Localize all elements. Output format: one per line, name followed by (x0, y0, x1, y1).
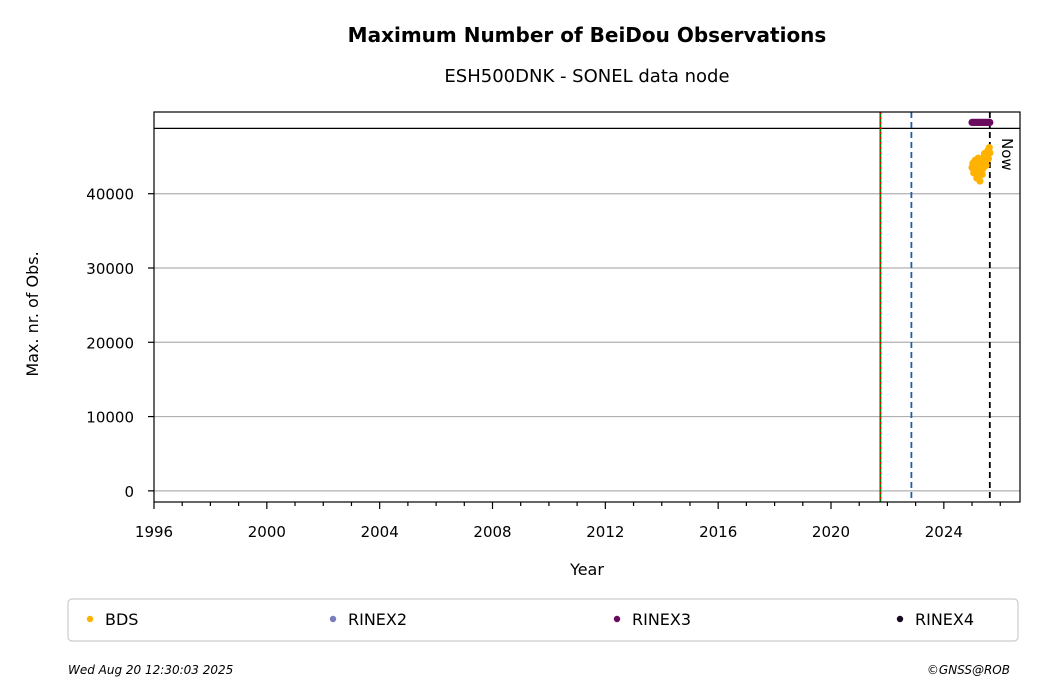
x-axis: 1996 2000 2004 2008 2012 2016 2020 2024 (135, 502, 1001, 541)
data-point (986, 118, 994, 126)
legend-label: RINEX4 (915, 610, 974, 629)
data-point (976, 177, 984, 185)
y-tick-label: 20000 (86, 334, 134, 352)
legend: BDS RINEX2 RINEX3 RINEX4 (67, 598, 1019, 642)
legend-marker (86, 615, 94, 623)
data-point (982, 161, 990, 170)
y-axis: 0 10000 20000 30000 40000 (86, 186, 154, 501)
footer-credit: ©GNSS@ROB (927, 663, 1010, 677)
legend-label: RINEX3 (632, 610, 691, 629)
grid-lines (154, 127, 1020, 492)
data-points (968, 118, 994, 185)
x-tick-label: 2004 (361, 523, 399, 541)
footer-timestamp: Wed Aug 20 12:30:03 2025 (68, 663, 233, 677)
y-axis-label: Max. nr. of Obs. (23, 251, 42, 376)
legend-label: RINEX2 (348, 610, 407, 629)
plot-area (153, 111, 1021, 503)
data-point (986, 149, 994, 157)
vertical-markers: Now (879, 112, 1016, 502)
chart-title: Maximum Number of BeiDou Observations (348, 23, 827, 47)
data-point (984, 155, 993, 163)
x-tick-label: 1996 (135, 523, 173, 541)
legend-marker (896, 615, 904, 623)
x-tick-label: 2000 (248, 523, 286, 541)
y-tick-label: 30000 (86, 260, 134, 278)
legend-label: BDS (105, 610, 138, 629)
legend-marker (613, 615, 621, 623)
data-point (985, 144, 993, 152)
y-tick-label: 10000 (86, 409, 134, 427)
x-tick-label: 2016 (699, 523, 737, 541)
legend-marker (329, 615, 337, 623)
y-tick-label: 0 (124, 483, 134, 501)
x-tick-label: 2020 (812, 523, 850, 541)
data-point (978, 170, 986, 178)
chart-subtitle: ESH500DNK - SONEL data node (444, 66, 729, 87)
x-tick-label: 2012 (586, 523, 624, 541)
legend-box (67, 598, 1019, 642)
x-tick-label: 2008 (473, 523, 511, 541)
x-axis-label: Year (569, 560, 604, 579)
now-label: Now (998, 138, 1016, 171)
y-tick-label: 40000 (86, 186, 134, 204)
x-tick-label: 2024 (925, 523, 963, 541)
